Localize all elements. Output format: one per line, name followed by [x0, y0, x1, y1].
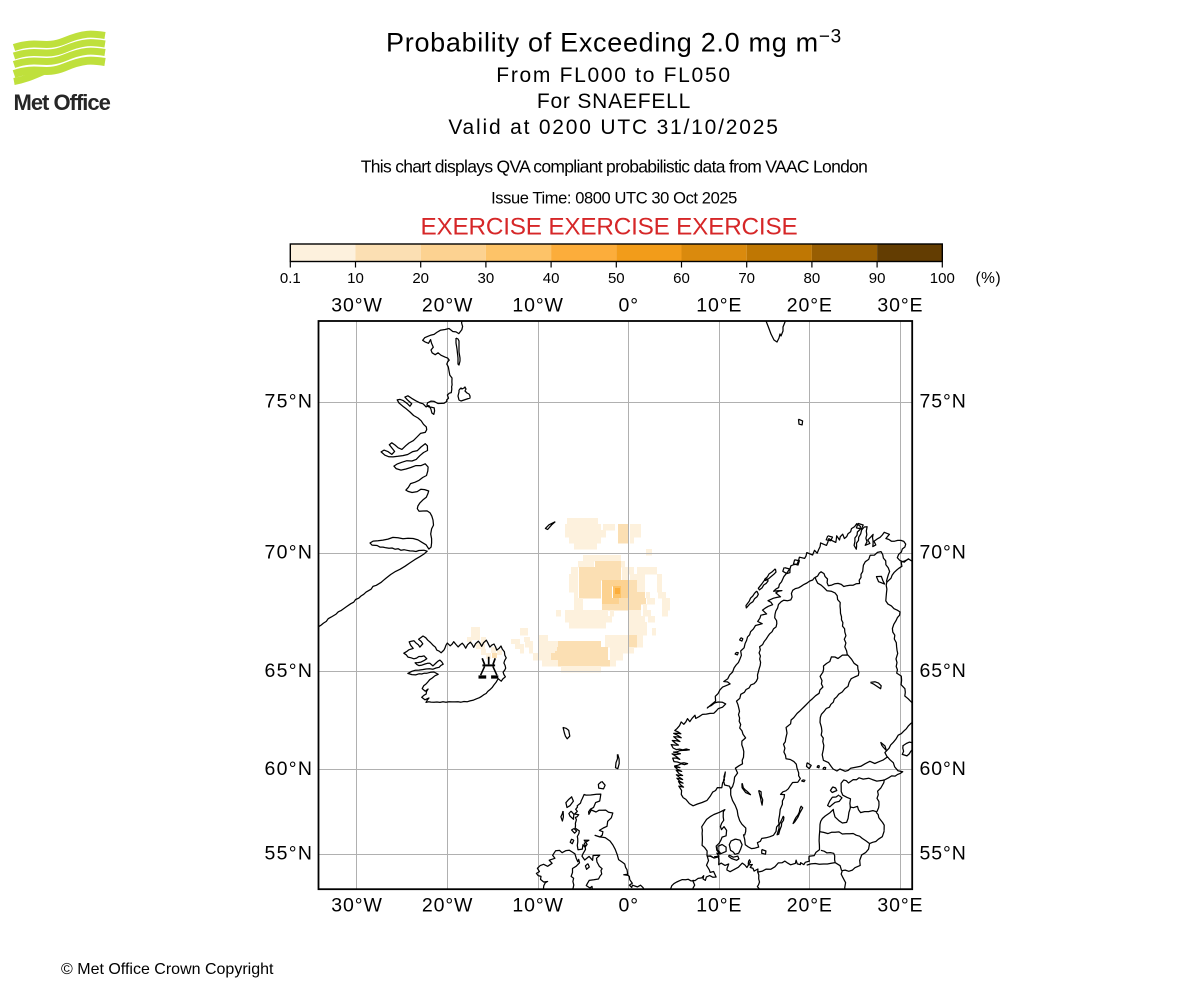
svg-text:0°: 0°	[618, 295, 638, 317]
svg-text:Issue Time: 0800 UTC 30 Oct 20: Issue Time: 0800 UTC 30 Oct 2025	[491, 190, 737, 208]
svg-text:50: 50	[608, 270, 625, 287]
svg-text:60°N: 60°N	[265, 758, 314, 780]
svg-text:70°N: 70°N	[265, 542, 314, 564]
svg-text:(%): (%)	[976, 270, 1002, 287]
svg-text:65°N: 65°N	[920, 660, 967, 682]
svg-text:Met Office: Met Office	[14, 90, 111, 115]
svg-text:0.1: 0.1	[280, 270, 301, 287]
svg-text:20: 20	[412, 270, 429, 287]
svg-text:65°N: 65°N	[265, 660, 314, 682]
svg-text:For SNAEFELL: For SNAEFELL	[537, 90, 691, 113]
svg-text:EXERCISE EXERCISE EXERCISE: EXERCISE EXERCISE EXERCISE	[421, 214, 798, 241]
svg-text:10°W: 10°W	[512, 295, 564, 317]
svg-text:10°E: 10°E	[696, 295, 742, 317]
svg-text:10°W: 10°W	[512, 895, 564, 917]
svg-text:0°: 0°	[618, 895, 638, 917]
svg-text:From FL000 to FL050: From FL000 to FL050	[496, 64, 731, 87]
svg-text:20°E: 20°E	[787, 895, 833, 917]
svg-text:20°W: 20°W	[422, 295, 474, 317]
svg-text:10: 10	[347, 270, 364, 287]
svg-text:10°E: 10°E	[696, 895, 742, 917]
svg-text:40: 40	[543, 270, 560, 287]
svg-text:© Met Office Crown Copyright: © Met Office Crown Copyright	[61, 961, 274, 978]
svg-text:60: 60	[673, 270, 690, 287]
svg-text:Valid at 0200 UTC 31/10/2025: Valid at 0200 UTC 31/10/2025	[448, 116, 779, 139]
svg-text:30: 30	[478, 270, 495, 287]
svg-text:70: 70	[738, 270, 755, 287]
svg-text:75°N: 75°N	[920, 390, 967, 412]
svg-text:55°N: 55°N	[920, 843, 967, 865]
svg-text:Probability of Exceeding 2.0 m: Probability of Exceeding 2.0 mg m−3	[386, 27, 842, 58]
svg-text:70°N: 70°N	[920, 542, 967, 564]
svg-text:30°E: 30°E	[877, 895, 923, 917]
svg-text:80: 80	[804, 270, 821, 287]
svg-text:30°W: 30°W	[331, 295, 383, 317]
svg-text:90: 90	[869, 270, 886, 287]
svg-text:20°E: 20°E	[787, 295, 833, 317]
svg-text:30°E: 30°E	[877, 295, 923, 317]
svg-text:20°W: 20°W	[422, 895, 474, 917]
svg-text:This chart displays QVA compli: This chart displays QVA compliant probab…	[361, 157, 867, 177]
svg-text:30°W: 30°W	[331, 895, 383, 917]
svg-text:100: 100	[930, 270, 955, 287]
svg-text:75°N: 75°N	[265, 390, 314, 412]
svg-text:55°N: 55°N	[265, 843, 314, 865]
svg-text:60°N: 60°N	[920, 758, 967, 780]
